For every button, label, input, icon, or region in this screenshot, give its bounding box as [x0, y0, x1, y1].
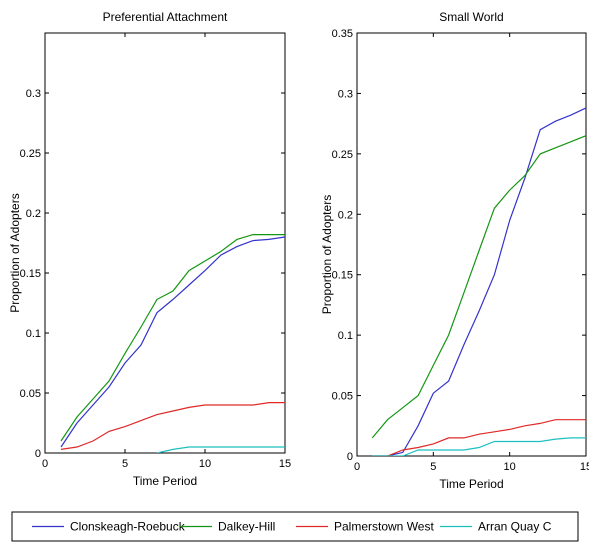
legend-label-dalkey-hill: Dalkey-Hill [218, 520, 275, 534]
y-tick-label: 0.2 [26, 208, 41, 220]
series-line-palmerstown-west [372, 419, 586, 456]
legend-label-arran-quay-c: Arran Quay C [478, 520, 552, 534]
x-axis-label: Time Period [133, 474, 197, 488]
y-tick-label: 0 [347, 451, 353, 463]
series-line-dalkey-hill [60, 234, 285, 442]
plot-frame [356, 32, 587, 457]
legend: Clonskeagh-Roebuck Dalkey-Hill Palmerstown… [11, 511, 579, 542]
y-tick-label: 0.15 [332, 270, 353, 282]
plot-frame [44, 32, 286, 454]
y-tick-label: 0.35 [332, 28, 353, 40]
legend-label-palmerstown-west: Palmerstown West [334, 520, 434, 534]
y-tick-label: 0.05 [332, 391, 353, 403]
y-tick-label: 0.05 [20, 388, 41, 400]
chart-title: Small World [439, 10, 503, 24]
x-tick-label: 10 [199, 458, 211, 470]
y-tick-label: 0.15 [20, 268, 41, 280]
x-tick-label: 10 [504, 461, 516, 473]
x-tick-label: 15 [580, 461, 589, 473]
series-line-arran-quay-c [156, 446, 285, 453]
series-line-dalkey-hill [371, 135, 586, 439]
x-tick-label: 15 [279, 458, 291, 470]
x-axis-label: Time Period [439, 477, 503, 491]
series-line-palmerstown-west [60, 402, 285, 450]
series-line-arran-quay-c [372, 437, 586, 456]
series-line-clonskeagh-roebuck [60, 236, 285, 448]
y-tick-label: 0.3 [338, 88, 353, 100]
x-tick-label: 5 [122, 458, 128, 470]
series-line-clonskeagh-roebuck [372, 107, 586, 456]
y-tick-label: 0 [35, 448, 41, 460]
y-tick-label: 0.3 [26, 88, 41, 100]
x-tick-label: 5 [430, 461, 436, 473]
y-axis-label: Proportion of Adopters [320, 195, 334, 314]
y-tick-label: 0.25 [20, 148, 41, 160]
y-tick-label: 0.1 [26, 328, 41, 340]
y-tick-label: 0.2 [338, 209, 353, 221]
y-tick-label: 0.25 [332, 149, 353, 161]
x-tick-label: 0 [42, 458, 48, 470]
chart-title: Preferential Attachment [103, 10, 228, 24]
x-tick-label: 0 [354, 461, 360, 473]
chart-panel-small-world: Small World 0 5 10 15 0 0.05 0.1 0.15 0.2 0.25 0.3 0… [320, 10, 589, 491]
chart-panel-preferential-attachment: Preferential Attachment 0 5 10 15 0 0.05 0.1 0.1… [8, 10, 291, 488]
legend-box [11, 511, 579, 542]
y-axis-label: Proportion of Adopters [8, 193, 22, 312]
y-tick-label: 0.1 [338, 330, 353, 342]
legend-label-clonskeagh-roebuck: Clonskeagh-Roebuck [70, 520, 186, 534]
